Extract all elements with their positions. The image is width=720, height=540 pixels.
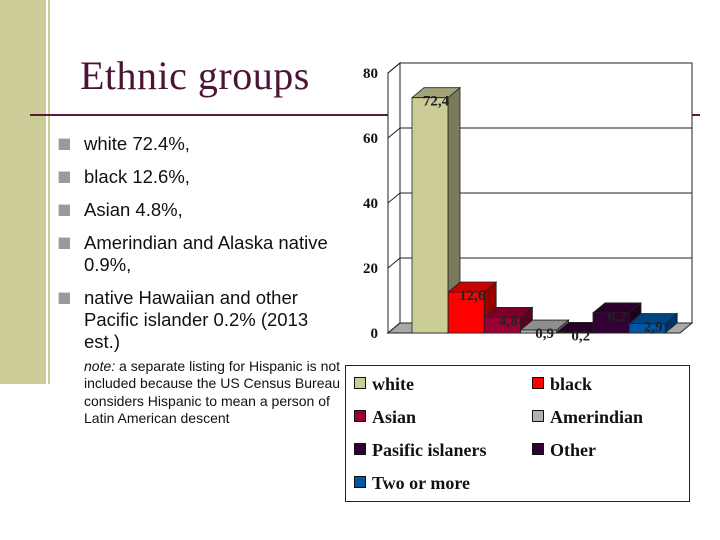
legend-label: Amerindian <box>550 407 644 427</box>
bullet-item: Amerindian and Alaska native 0.9%, <box>58 232 343 276</box>
bullet-square-icon <box>58 138 70 150</box>
bar-two-or-more <box>628 312 679 334</box>
bar-front <box>592 312 630 334</box>
legend-label: white <box>372 374 414 394</box>
y-tick-label: 0 <box>371 326 379 342</box>
legend-item: black <box>532 374 592 395</box>
bar-front <box>483 316 521 334</box>
y-tick-label: 60 <box>363 131 378 147</box>
data-label: 6,2 <box>608 309 627 325</box>
data-label: 12,6 <box>459 288 486 304</box>
bar-front <box>628 323 666 334</box>
legend-swatch <box>354 410 366 422</box>
bullet-text: black 12.6%, <box>84 166 190 187</box>
legend-label: Pasific islaners <box>372 440 487 460</box>
gridline-diagonal <box>387 127 401 139</box>
legend-label: Two or more <box>372 473 470 493</box>
bullet-item: native Hawaiian and other Pacific island… <box>58 287 343 353</box>
bar-asian <box>483 306 534 334</box>
bar-front <box>447 291 485 334</box>
bullet-text: white 72.4%, <box>84 133 190 154</box>
y-tick-label: 40 <box>363 196 378 212</box>
bullet-list: white 72.4%, black 12.6%, Asian 4.8%, Am… <box>58 133 343 364</box>
legend-swatch <box>354 377 366 389</box>
legend-item: Other <box>532 440 596 461</box>
legend-label: Asian <box>372 407 417 427</box>
legend-swatch <box>354 443 366 455</box>
bar-front <box>411 97 449 334</box>
slide-title: Ethnic groups <box>80 53 310 98</box>
gridline-diagonal <box>387 192 401 204</box>
legend-label: black <box>550 374 593 394</box>
footnote: note: a separate listing for Hispanic is… <box>84 358 344 427</box>
legend-item: white <box>354 374 414 395</box>
legend-item: Pasific islaners <box>354 440 487 461</box>
bullet-item: white 72.4%, <box>58 133 343 155</box>
legend-swatch <box>532 443 544 455</box>
title-underline <box>30 114 700 116</box>
legend-swatch <box>532 377 544 389</box>
data-label: 4,8 <box>499 313 518 329</box>
y-tick-label: 20 <box>363 261 378 277</box>
bullet-text: Asian 4.8%, <box>84 199 183 220</box>
bullet-text: native Hawaiian and other Pacific island… <box>84 287 309 352</box>
gridline-diagonal <box>387 62 401 74</box>
bullet-square-icon <box>58 204 70 216</box>
data-label: 0,2 <box>571 328 590 344</box>
footnote-text: a separate listing for Hispanic is not i… <box>84 358 341 426</box>
legend-item: Asian <box>354 407 416 428</box>
y-tick-label: 80 <box>363 66 378 82</box>
bullet-item: Asian 4.8%, <box>58 199 343 221</box>
bullet-item: black 12.6%, <box>58 166 343 188</box>
legend-item: Amerindian <box>532 407 643 428</box>
legend-swatch <box>532 410 544 422</box>
data-label: 2,9 <box>644 320 663 336</box>
left-decorative-band <box>0 0 46 384</box>
bar-amerindian <box>519 319 570 334</box>
bar-front <box>520 329 557 334</box>
bullet-square-icon <box>58 292 70 304</box>
bullet-square-icon <box>58 237 70 249</box>
left-decorative-line <box>48 0 50 384</box>
data-label: 72,4 <box>423 94 450 110</box>
legend-item: Two or more <box>354 473 470 494</box>
data-label: 0,9 <box>535 326 554 342</box>
gridline-diagonal <box>387 257 401 269</box>
legend-label: Other <box>550 440 596 460</box>
footnote-label: note: <box>84 358 116 374</box>
bullet-text: Amerindian and Alaska native 0.9%, <box>84 232 328 275</box>
chart-legend: white black Asian Amerindian Pasific islaner… <box>345 365 690 502</box>
bar-white <box>410 86 462 334</box>
bullet-square-icon <box>58 171 70 183</box>
legend-swatch <box>354 476 366 488</box>
